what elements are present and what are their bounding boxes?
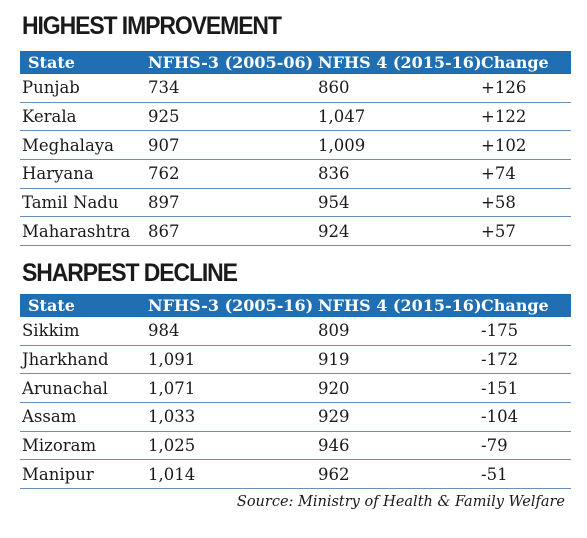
column-header-state: State bbox=[20, 51, 140, 74]
nfhs3-cell: 1,025 bbox=[140, 431, 310, 461]
table-row: Kerala 925 1,047 +122 bbox=[20, 102, 571, 132]
table-row: Manipur 1,014 962 -51 bbox=[20, 459, 571, 490]
nfhs4-cell: 962 bbox=[310, 459, 473, 490]
state-cell: Kerala bbox=[20, 102, 140, 132]
decline-table: State NFHS-3 (2005-16) NFHS 4 (2015-16) … bbox=[20, 294, 571, 490]
nfhs3-cell: 734 bbox=[140, 74, 310, 103]
column-header-nfhs3: NFHS-3 (2005-16) bbox=[140, 294, 313, 317]
change-cell: +102 bbox=[473, 130, 571, 161]
nfhs3-cell: 897 bbox=[140, 188, 310, 218]
nfhs4-cell: 946 bbox=[310, 431, 473, 461]
state-cell: Meghalaya bbox=[20, 130, 140, 161]
nfhs4-cell: 924 bbox=[310, 216, 473, 247]
state-cell: Tamil Nadu bbox=[20, 188, 140, 218]
state-cell: Mizoram bbox=[20, 431, 140, 461]
nfhs3-cell: 925 bbox=[140, 102, 310, 132]
nfhs4-cell: 860 bbox=[310, 74, 473, 103]
table-header-row: State NFHS-3 (2005-16) NFHS 4 (2015-16) … bbox=[20, 294, 571, 317]
column-header-nfhs3: NFHS-3 (2005-06) bbox=[140, 51, 313, 74]
state-cell: Punjab bbox=[20, 74, 140, 103]
change-cell: -151 bbox=[473, 373, 571, 404]
nfhs4-cell: 929 bbox=[310, 402, 473, 432]
nfhs4-cell: 1,047 bbox=[310, 102, 473, 132]
change-cell: +58 bbox=[473, 188, 571, 218]
change-cell: +122 bbox=[473, 102, 571, 132]
table-row: Assam 1,033 929 -104 bbox=[20, 402, 571, 432]
change-cell: +126 bbox=[473, 74, 571, 103]
nfhs3-cell: 1,071 bbox=[140, 373, 310, 404]
improvement-table: State NFHS-3 (2005-06) NFHS 4 (2015-16) … bbox=[20, 51, 571, 247]
change-cell: -175 bbox=[473, 317, 571, 346]
column-header-change: Change bbox=[473, 294, 571, 317]
nfhs3-cell: 867 bbox=[140, 216, 310, 247]
nfhs4-cell: 919 bbox=[310, 345, 473, 375]
change-cell: +57 bbox=[473, 216, 571, 247]
state-cell: Arunachal bbox=[20, 373, 140, 404]
change-cell: -104 bbox=[473, 402, 571, 432]
table-row: Maharashtra 867 924 +57 bbox=[20, 216, 571, 247]
table-row: Punjab 734 860 +126 bbox=[20, 74, 571, 103]
nfhs3-cell: 1,091 bbox=[140, 345, 310, 375]
nfhs3-cell: 984 bbox=[140, 317, 310, 346]
source-credit: Source: Ministry of Health & Family Welf… bbox=[236, 494, 565, 510]
table-row: Jharkhand 1,091 919 -172 bbox=[20, 345, 571, 375]
nfhs3-cell: 1,014 bbox=[140, 459, 310, 490]
state-cell: Assam bbox=[20, 402, 140, 432]
table-row: Meghalaya 907 1,009 +102 bbox=[20, 130, 571, 161]
table-row: Mizoram 1,025 946 -79 bbox=[20, 431, 571, 461]
state-cell: Manipur bbox=[20, 459, 140, 490]
change-cell: +74 bbox=[473, 159, 571, 189]
state-cell: Haryana bbox=[20, 159, 140, 189]
column-header-nfhs4: NFHS 4 (2015-16) bbox=[310, 51, 482, 74]
table-row: Haryana 762 836 +74 bbox=[20, 159, 571, 189]
table-row: Tamil Nadu 897 954 +58 bbox=[20, 188, 571, 218]
table-header-row: State NFHS-3 (2005-06) NFHS 4 (2015-16) … bbox=[20, 51, 571, 74]
state-cell: Maharashtra bbox=[20, 216, 140, 247]
change-cell: -79 bbox=[473, 431, 571, 461]
nfhs4-cell: 809 bbox=[310, 317, 473, 346]
column-header-change: Change bbox=[473, 51, 571, 74]
nfhs3-cell: 762 bbox=[140, 159, 310, 189]
state-cell: Jharkhand bbox=[20, 345, 140, 375]
change-cell: -172 bbox=[473, 345, 571, 375]
decline-title: SHARPEST DECLINE bbox=[22, 259, 238, 287]
improvement-title: HIGHEST IMPROVEMENT bbox=[22, 12, 282, 40]
nfhs3-cell: 907 bbox=[140, 130, 310, 161]
nfhs4-cell: 920 bbox=[310, 373, 473, 404]
table-row: Sikkim 984 809 -175 bbox=[20, 317, 571, 346]
column-header-state: State bbox=[20, 294, 140, 317]
state-cell: Sikkim bbox=[20, 317, 140, 346]
nfhs4-cell: 954 bbox=[310, 188, 473, 218]
nfhs3-cell: 1,033 bbox=[140, 402, 310, 432]
nfhs4-cell: 836 bbox=[310, 159, 473, 189]
nfhs4-cell: 1,009 bbox=[310, 130, 473, 161]
column-header-nfhs4: NFHS 4 (2015-16) bbox=[310, 294, 482, 317]
table-row: Arunachal 1,071 920 -151 bbox=[20, 373, 571, 404]
change-cell: -51 bbox=[473, 459, 571, 490]
